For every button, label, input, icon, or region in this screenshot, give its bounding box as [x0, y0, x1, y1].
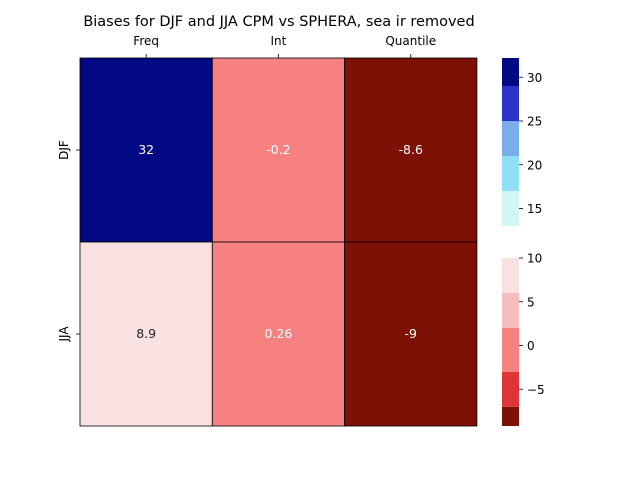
colorbar-bin — [502, 58, 519, 86]
cell-value-label: -9 — [405, 326, 418, 341]
cell-value-label: 32 — [138, 142, 154, 157]
cell-value-label: -0.2 — [266, 142, 290, 157]
colorbar-tick-label: 25 — [527, 115, 542, 129]
colorbar-bin — [502, 406, 519, 426]
heatmap-cells: 32 -0.2 -8.6 8.9 0.26 -9 — [79, 57, 478, 427]
colorbar-bin — [502, 293, 519, 328]
x-tick-label: Freq — [133, 34, 159, 48]
cell-value-label: -8.6 — [399, 142, 423, 157]
heatmap-axes: Freq Int Quantile DJF JJA — [57, 34, 436, 343]
colorbar-tick-label: 5 — [527, 295, 535, 309]
cell-value-label: 0.26 — [265, 326, 293, 341]
colorbar-tick-label: 0 — [527, 339, 535, 353]
colorbar-bin — [502, 328, 519, 372]
x-tick-label: Quantile — [385, 34, 436, 48]
x-tick-label: Int — [271, 34, 287, 48]
colorbar-bin — [502, 121, 519, 156]
heatmap-cell — [211, 241, 346, 427]
colorbars: 15 20 25 30 −5 0 5 10 — [502, 58, 545, 426]
y-tick-label: JJA — [57, 326, 71, 343]
heatmap-cell — [79, 241, 213, 427]
colorbar-tick-label: 20 — [527, 158, 542, 172]
colorbar-bin — [502, 156, 519, 191]
heatmap-cell — [344, 241, 478, 427]
colorbar-tick-label: −5 — [527, 383, 545, 397]
colorbar-bin — [502, 371, 519, 407]
chart-title: Biases for DJF and JJA CPM vs SPHERA, se… — [83, 14, 474, 30]
heatmap-cell — [79, 57, 213, 243]
colorbar-bin — [502, 86, 519, 121]
colorbar-tick-label: 10 — [527, 252, 542, 266]
colorbar-tick-label: 30 — [527, 71, 542, 85]
heatmap-cell — [211, 57, 346, 243]
colorbar-bin — [502, 258, 519, 293]
cell-value-label: 8.9 — [136, 326, 156, 341]
y-tick-label: DJF — [57, 140, 71, 160]
colorbar-tick-label: 15 — [527, 202, 542, 216]
colorbar-bin — [502, 191, 519, 226]
